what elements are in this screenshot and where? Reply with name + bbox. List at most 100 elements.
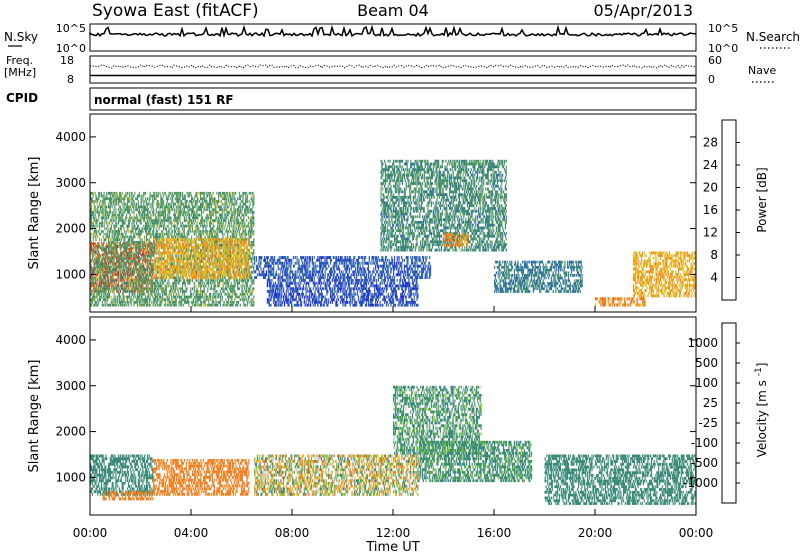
echo-cell <box>123 219 124 222</box>
echo-cell <box>191 195 192 198</box>
echo-cell <box>103 271 104 274</box>
echo-cell <box>144 293 145 296</box>
echo-cell <box>250 290 251 293</box>
echo-cell <box>97 208 98 211</box>
echo-cell <box>178 208 179 211</box>
echo-cell <box>144 238 145 241</box>
echo-cell <box>120 236 121 239</box>
echo-cell <box>202 279 203 282</box>
echo-cell <box>113 255 114 258</box>
echo-cell <box>126 271 127 274</box>
echo-cell <box>123 206 124 209</box>
echo-cell <box>124 230 125 233</box>
echo-cell <box>130 274 131 277</box>
echo-cell <box>145 197 146 200</box>
echo-cell <box>233 233 234 236</box>
echo-cell <box>203 304 204 307</box>
echo-cell <box>248 222 249 225</box>
echo-cell <box>144 219 145 222</box>
echo-cell <box>178 277 179 280</box>
echo-cell <box>132 263 133 266</box>
echo-cell <box>234 197 235 200</box>
echo-cell <box>120 257 121 260</box>
echo-cell <box>195 206 196 209</box>
echo-cell <box>253 230 254 233</box>
echo-cell <box>109 282 110 285</box>
echo-cell <box>199 200 200 203</box>
echo-cell <box>123 266 124 269</box>
echo-cell <box>237 266 238 269</box>
echo-cell <box>158 192 159 195</box>
nsearch-label: N.Search <box>746 30 800 44</box>
echo-cell <box>245 230 246 233</box>
echo-cell <box>109 260 110 263</box>
echo-cell <box>202 217 203 220</box>
echo-cell <box>103 255 104 258</box>
echo-cell <box>174 233 175 236</box>
echo-cell <box>150 197 151 200</box>
echo-cell <box>102 260 103 263</box>
echo-cell <box>134 192 135 195</box>
echo-cell <box>191 219 192 222</box>
echo-cell <box>215 208 216 211</box>
echo-cell <box>91 268 92 271</box>
echo-cell <box>229 222 230 225</box>
echo-cell <box>133 214 134 217</box>
echo-cell <box>95 214 96 217</box>
echo-cell <box>152 259 153 262</box>
echo-cell <box>182 208 183 211</box>
echo-cell <box>157 230 158 233</box>
echo-cell <box>160 257 161 260</box>
echo-cell <box>173 195 174 198</box>
echo-cell <box>99 203 100 206</box>
echo-cell <box>175 214 176 217</box>
echo-cell <box>185 285 186 288</box>
echo-cell <box>132 255 133 258</box>
echo-cell <box>170 227 171 230</box>
echo-cell <box>120 271 121 274</box>
echo-cell <box>124 274 125 277</box>
echo-cell <box>157 279 158 282</box>
echo-cell <box>160 296 161 299</box>
echo-cell <box>93 195 94 198</box>
echo-cell <box>234 217 235 220</box>
echo-cell <box>112 282 113 285</box>
echo-cell <box>235 211 236 214</box>
echo-cell <box>177 225 178 228</box>
echo-cell <box>93 238 94 241</box>
echo-cell <box>115 233 116 236</box>
echo-cell <box>117 268 118 271</box>
echo-cell <box>127 236 128 239</box>
echo-cell <box>252 192 253 195</box>
echo-cell <box>171 225 172 228</box>
echo-cell <box>247 304 248 307</box>
echo-cell <box>124 197 125 200</box>
echo-cell <box>226 293 227 296</box>
echo-cell <box>187 219 188 222</box>
echo-cell <box>137 197 138 200</box>
echo-cell <box>248 211 249 214</box>
echo-cell <box>197 197 198 200</box>
echo-cell <box>225 195 226 198</box>
echo-cell <box>127 279 128 282</box>
echo-cell <box>253 244 254 247</box>
echo-cell <box>106 217 107 220</box>
echo-cell <box>153 214 154 217</box>
echo-cell <box>201 233 202 236</box>
echo-cell <box>202 200 203 203</box>
echo-cell <box>163 214 164 217</box>
echo-cell <box>115 211 116 214</box>
echo-cell <box>208 298 209 301</box>
echo-cell <box>132 192 133 195</box>
echo-cell <box>132 203 133 206</box>
echo-cell <box>192 222 193 225</box>
echo-cell <box>187 192 188 195</box>
echo-cell <box>117 277 118 280</box>
echo-cell <box>227 195 228 198</box>
echo-cell <box>99 227 100 230</box>
echo-cell <box>177 206 178 209</box>
echo-cell <box>156 274 157 277</box>
echo-cell <box>104 200 105 203</box>
echo-cell <box>141 203 142 206</box>
echo-cell <box>113 211 114 214</box>
